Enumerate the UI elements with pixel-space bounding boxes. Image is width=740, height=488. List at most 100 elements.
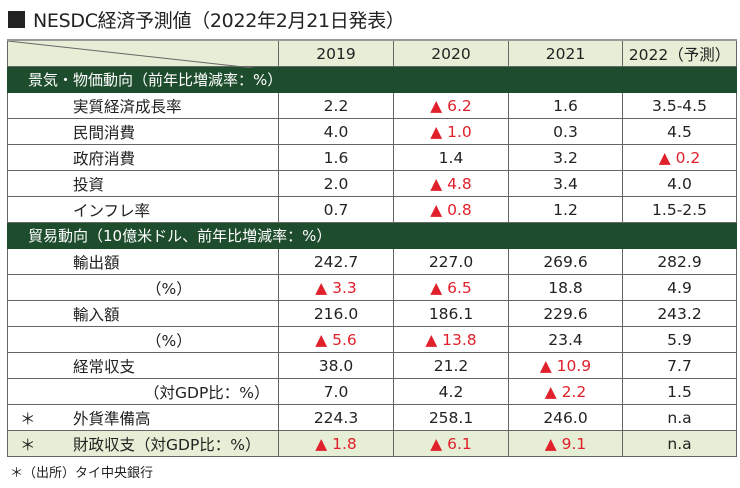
row-label-text: 実質経済成長率: [73, 97, 182, 116]
value-cell: ▲ 4.8: [393, 170, 509, 197]
table-row: 政府消費 1.6 1.4 3.2 ▲ 0.2: [7, 144, 737, 171]
value-cell: 243.2: [622, 300, 737, 327]
row-label: 経常収支: [7, 352, 279, 379]
row-label: 投資: [7, 170, 279, 197]
column-header: 2022（予測）: [622, 39, 737, 67]
row-label-text: 投資: [73, 175, 105, 194]
row-label-text: （対GDP比：%）: [144, 383, 270, 402]
table-row: （%） ▲ 5.6 ▲ 13.8 23.4 5.9: [7, 326, 737, 353]
value-cell: 23.4: [508, 326, 623, 353]
value-cell: 269.6: [508, 248, 623, 275]
value-cell: 282.9: [622, 248, 737, 275]
section-label: 貿易動向（10億米ドル、前年比増減率：%）: [7, 222, 737, 249]
row-label: （対GDP比：%）: [7, 378, 279, 405]
section-label: 景気・物価動向（前年比増減率：%）: [7, 66, 737, 93]
table-row: （対GDP比：%） 7.0 4.2 ▲ 2.2 1.5: [7, 378, 737, 405]
table-row: ＊ 財政収支（対GDP比：%） ▲ 1.8 ▲ 6.1 ▲ 9.1 n.a: [7, 430, 737, 457]
value-cell: ▲ 2.2: [508, 378, 623, 405]
value-cell: ▲ 6.2: [393, 92, 509, 119]
value-cell: ▲ 0.8: [393, 196, 509, 223]
row-label: 実質経済成長率: [7, 92, 279, 119]
value-cell: 1.6: [508, 92, 623, 119]
row-label: 輸入額: [7, 300, 279, 327]
row-label: ＊ 財政収支（対GDP比：%）: [7, 430, 279, 457]
table-row: 投資 2.0 ▲ 4.8 3.4 4.0: [7, 170, 737, 197]
row-label-text: インフレ率: [73, 201, 151, 220]
row-label-text: 民間消費: [73, 123, 136, 142]
value-cell: 1.5-2.5: [622, 196, 737, 223]
value-cell: 3.4: [508, 170, 623, 197]
row-label-text: 輸出額: [73, 253, 120, 272]
table-row: インフレ率 0.7 ▲ 0.8 1.2 1.5-2.5: [7, 196, 737, 223]
value-cell: 4.9: [622, 274, 737, 301]
value-cell: 186.1: [393, 300, 509, 327]
value-cell: 227.0: [393, 248, 509, 275]
asterisk-mark: ＊: [20, 409, 36, 428]
value-cell: 1.2: [508, 196, 623, 223]
value-cell: ▲ 0.2: [622, 144, 737, 171]
value-cell: 4.0: [622, 170, 737, 197]
section-row: 貿易動向（10億米ドル、前年比増減率：%）: [7, 222, 737, 249]
table-row: 経常収支 38.0 21.2 ▲ 10.9 7.7: [7, 352, 737, 379]
value-cell: ▲ 13.8: [393, 326, 509, 353]
value-cell: 4.5: [622, 118, 737, 145]
value-cell: 4.0: [278, 118, 394, 145]
corner-cell: [7, 39, 279, 68]
value-cell: ▲ 6.1: [393, 430, 509, 457]
value-cell: ▲ 6.5: [393, 274, 509, 301]
value-cell: 4.2: [393, 378, 509, 405]
header-row: 2019 2020 2021 2022（予測）: [7, 39, 737, 68]
value-cell: 21.2: [393, 352, 509, 379]
value-cell: 1.6: [278, 144, 394, 171]
value-cell: 0.7: [278, 196, 394, 223]
value-cell: ▲ 1.0: [393, 118, 509, 145]
table-row: 民間消費 4.0 ▲ 1.0 0.3 4.5: [7, 118, 737, 145]
row-label: （%）: [7, 326, 279, 353]
value-cell: ▲ 3.3: [278, 274, 394, 301]
value-cell: 1.4: [393, 144, 509, 171]
value-cell: n.a: [622, 430, 737, 457]
value-cell: ▲ 10.9: [508, 352, 623, 379]
column-header: 2021: [508, 39, 623, 67]
square-bullet-icon: [8, 11, 25, 28]
row-label-text: （%）: [146, 279, 192, 298]
section-row: 景気・物価動向（前年比増減率：%）: [7, 66, 737, 93]
table-row: 輸出額 242.7 227.0 269.6 282.9: [7, 248, 737, 275]
asterisk-mark: ＊: [20, 435, 36, 454]
value-cell: 3.5-4.5: [622, 92, 737, 119]
value-cell: 2.2: [278, 92, 394, 119]
diagonal-line: [8, 41, 254, 68]
footnote: ＊（出所）タイ中央銀行: [10, 466, 154, 481]
value-cell: 3.2: [508, 144, 623, 171]
value-cell: 216.0: [278, 300, 394, 327]
column-header: 2020: [393, 39, 509, 67]
value-cell: 5.9: [622, 326, 737, 353]
value-cell: ▲ 9.1: [508, 430, 623, 457]
value-cell: 258.1: [393, 404, 509, 431]
row-label: （%）: [7, 274, 279, 301]
page-title: NESDC経済予測値（2022年2月21日発表）: [8, 6, 405, 33]
value-cell: 18.8: [508, 274, 623, 301]
value-cell: 1.5: [622, 378, 737, 405]
value-cell: n.a: [622, 404, 737, 431]
row-label: 民間消費: [7, 118, 279, 145]
forecast-table: 2019 2020 2021 2022（予測） 景気・物価動向（前年比増減率：%） 実質経…: [7, 39, 737, 457]
table-row: 輸入額 216.0 186.1 229.6 243.2: [7, 300, 737, 327]
value-cell: 0.3: [508, 118, 623, 145]
value-cell: ▲ 1.8: [278, 430, 394, 457]
value-cell: 246.0: [508, 404, 623, 431]
value-cell: 242.7: [278, 248, 394, 275]
row-label-text: 経常収支: [73, 357, 136, 376]
row-label: ＊ 外貨準備高: [7, 404, 279, 431]
row-label-text: 政府消費: [73, 149, 136, 168]
value-cell: 2.0: [278, 170, 394, 197]
table-row: （%） ▲ 3.3 ▲ 6.5 18.8 4.9: [7, 274, 737, 301]
row-label-text: 外貨準備高: [73, 409, 151, 428]
row-label-text: 財政収支（対GDP比：%）: [73, 435, 261, 454]
value-cell: 224.3: [278, 404, 394, 431]
table-row: ＊ 外貨準備高 224.3 258.1 246.0 n.a: [7, 404, 737, 431]
row-label-text: （%）: [146, 331, 192, 350]
row-label-text: 輸入額: [73, 305, 120, 324]
column-header: 2019: [278, 39, 394, 67]
row-label: 政府消費: [7, 144, 279, 171]
